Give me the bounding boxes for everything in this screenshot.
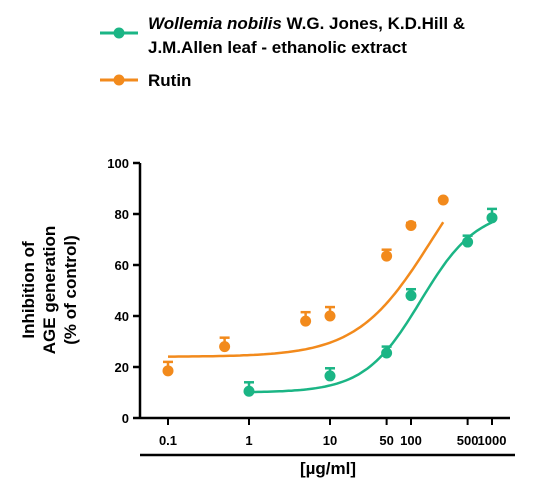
- legend-label-wollemia-line1: Wollemia nobilis W.G. Jones, K.D.Hill &: [148, 14, 465, 33]
- legend-marker-wollemia: [113, 27, 125, 39]
- data-point: [381, 347, 393, 359]
- legend-item-wollemia: Wollemia nobilis W.G. Jones, K.D.Hill & …: [100, 14, 465, 57]
- legend-label-wollemia-rest: W.G. Jones, K.D.Hill &: [282, 14, 465, 33]
- fit-curve: [168, 221, 445, 358]
- x-axis-title: [µg/ml]: [300, 459, 356, 478]
- data-point: [405, 219, 417, 231]
- y-tick-label: 20: [115, 360, 129, 375]
- data-point: [437, 194, 449, 206]
- data-point: [219, 341, 231, 353]
- data-point: [324, 370, 336, 382]
- y-axis-title-line1: Inhibition of: [19, 241, 38, 339]
- legend-label-rutin: Rutin: [148, 71, 191, 90]
- data-point: [324, 310, 336, 322]
- data-points: [162, 194, 498, 397]
- y-axis-title-line2: AGE generation: [40, 226, 59, 354]
- y-tick-label: 40: [115, 309, 129, 324]
- data-point: [381, 250, 393, 262]
- fit-curve: [248, 221, 493, 394]
- legend-item-rutin: Rutin: [100, 71, 191, 90]
- x-tick-label: 100: [400, 433, 422, 448]
- data-point: [486, 212, 498, 224]
- legend: Wollemia nobilis W.G. Jones, K.D.Hill & …: [100, 14, 465, 90]
- fit-curves: [168, 221, 493, 394]
- axes: 0 20 40 60 80 100 0.1 1 10 50 100 500 1000: [107, 156, 515, 457]
- data-point: [462, 236, 474, 248]
- x-tick-label: 1: [245, 433, 252, 448]
- data-point: [405, 290, 417, 302]
- y-tick-label: 80: [115, 207, 129, 222]
- data-point: [300, 315, 312, 327]
- legend-label-wollemia-italic: Wollemia nobilis: [148, 14, 282, 33]
- x-tick-label: 500: [457, 433, 479, 448]
- data-point: [243, 385, 255, 397]
- data-point: [162, 365, 174, 377]
- x-tick-label: 10: [323, 433, 337, 448]
- y-tick-label: 0: [122, 411, 129, 426]
- y-tick-label: 100: [107, 156, 129, 171]
- y-axis-title-line3: (% of control): [61, 235, 80, 345]
- x-tick-label: 1000: [478, 433, 507, 448]
- x-tick-label: 0.1: [159, 433, 177, 448]
- x-tick-label: 50: [379, 433, 393, 448]
- legend-marker-rutin: [113, 74, 125, 86]
- y-tick-label: 60: [115, 258, 129, 273]
- legend-label-wollemia-line2: J.M.Allen leaf - ethanolic extract: [148, 38, 407, 57]
- y-axis-title: Inhibition of AGE generation (% of contr…: [19, 226, 80, 354]
